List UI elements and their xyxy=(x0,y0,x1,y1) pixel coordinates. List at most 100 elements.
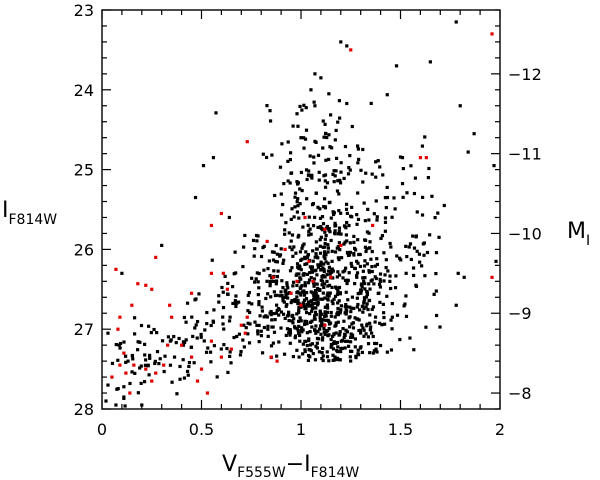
scatter-point xyxy=(289,217,293,222)
scatter-point xyxy=(330,285,334,290)
scatter-point xyxy=(193,326,197,330)
scatter-point xyxy=(214,111,218,115)
scatter-point xyxy=(310,203,315,207)
scatter-point xyxy=(221,271,225,275)
scatter-point xyxy=(308,330,312,334)
scatter-point xyxy=(332,297,336,301)
scatter-point xyxy=(325,355,330,359)
scatter-point xyxy=(408,242,413,246)
scatter-point xyxy=(275,260,280,264)
scatter-point xyxy=(280,294,284,298)
scatter-point xyxy=(348,168,352,172)
scatter-point xyxy=(378,300,382,304)
scatter-point xyxy=(392,196,396,200)
scatter-point xyxy=(462,275,466,279)
scatter-point xyxy=(329,314,333,318)
scatter-point xyxy=(303,215,307,220)
scatter-point xyxy=(335,292,340,297)
scatter-point xyxy=(412,246,417,250)
scatter-point xyxy=(360,285,364,289)
scatter-point xyxy=(139,364,143,368)
x-tick-label: 0.5 xyxy=(189,420,214,439)
scatter-point xyxy=(332,358,337,362)
scatter-point xyxy=(266,327,270,331)
scatter-point xyxy=(143,342,147,346)
scatter-point xyxy=(412,191,417,196)
scatter-point xyxy=(306,353,311,358)
scatter-point xyxy=(114,267,118,271)
scatter-point xyxy=(324,158,328,162)
data-points xyxy=(104,20,498,408)
scatter-point xyxy=(299,136,303,140)
scatter-point xyxy=(334,128,338,133)
scatter-point xyxy=(373,341,377,346)
scatter-point xyxy=(369,325,373,329)
scatter-point xyxy=(369,331,374,335)
scatter-point xyxy=(205,310,209,315)
scatter-point xyxy=(237,300,241,304)
scatter-point xyxy=(347,271,351,275)
scatter-point xyxy=(315,273,319,277)
plot-frame xyxy=(101,9,501,410)
scatter-point xyxy=(166,335,171,339)
scatter-point xyxy=(303,281,307,285)
scatter-point xyxy=(313,328,317,332)
scatter-point xyxy=(237,332,242,336)
scatter-point xyxy=(345,339,350,343)
scatter-point xyxy=(347,166,351,170)
scatter-point xyxy=(285,302,289,307)
scatter-point xyxy=(371,351,375,355)
scatter-point xyxy=(321,119,325,123)
scatter-point xyxy=(172,334,176,339)
scatter-point xyxy=(456,271,460,275)
scatter-point xyxy=(328,321,333,325)
scatter-point xyxy=(168,339,172,343)
scatter-point xyxy=(323,241,327,246)
scatter-point xyxy=(312,155,316,159)
scatter-point xyxy=(341,326,345,331)
scatter-point xyxy=(270,250,275,254)
scatter-point xyxy=(287,318,291,323)
scatter-point xyxy=(182,315,186,320)
scatter-point xyxy=(363,281,367,286)
scatter-point xyxy=(284,295,288,299)
scatter-point xyxy=(341,276,345,280)
scatter-point xyxy=(231,285,235,289)
scatter-point xyxy=(390,215,394,219)
scatter-point xyxy=(421,195,425,200)
scatter-point xyxy=(426,175,430,180)
scatter-point xyxy=(367,218,371,222)
scatter-point xyxy=(336,179,340,183)
scatter-point xyxy=(374,347,378,351)
scatter-point xyxy=(309,232,313,236)
scatter-point xyxy=(338,332,342,336)
scatter-point xyxy=(180,343,184,347)
scatter-point xyxy=(126,359,130,363)
scatter-point xyxy=(315,282,319,286)
scatter-point xyxy=(378,321,382,325)
scatter-point xyxy=(299,305,303,309)
scatter-point xyxy=(309,275,313,280)
scatter-point xyxy=(192,361,196,365)
scatter-point xyxy=(335,275,339,279)
scatter-point xyxy=(298,333,302,337)
scatter-point xyxy=(239,323,243,327)
scatter-point xyxy=(130,370,134,374)
scatter-point xyxy=(334,357,339,361)
scatter-point xyxy=(300,108,304,112)
scatter-point xyxy=(273,293,278,298)
scatter-point xyxy=(314,252,318,256)
scatter-point xyxy=(317,170,321,174)
scatter-point xyxy=(328,291,332,295)
scatter-point xyxy=(302,293,307,297)
scatter-point xyxy=(259,254,264,259)
scatter-point xyxy=(333,250,338,254)
scatter-point xyxy=(304,128,309,132)
scatter-point xyxy=(285,283,289,288)
scatter-point xyxy=(182,376,187,380)
scatter-point xyxy=(296,197,300,201)
scatter-point xyxy=(123,404,127,408)
scatter-point xyxy=(227,215,231,220)
scatter-point xyxy=(265,104,269,108)
scatter-point xyxy=(209,339,214,343)
